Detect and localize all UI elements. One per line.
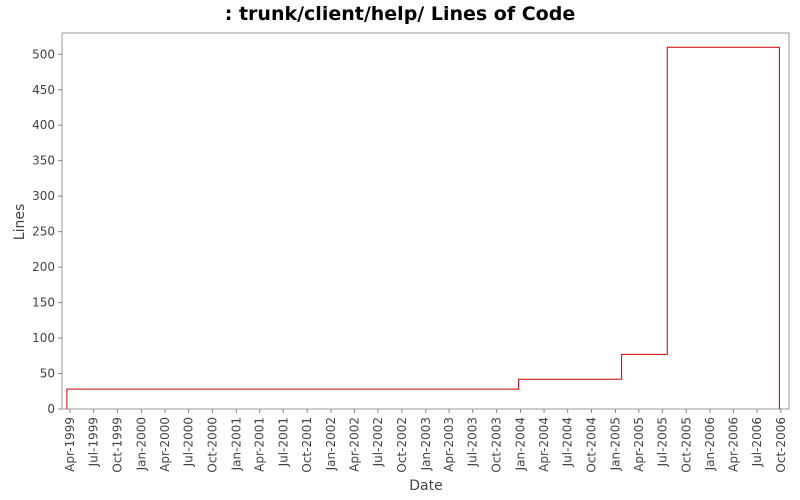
x-tick-label: Apr-2005 bbox=[632, 417, 646, 472]
x-tick-label: Apr-2006 bbox=[726, 417, 740, 472]
x-tick-label: Apr-2004 bbox=[537, 417, 551, 472]
x-tick-label: Jul-2006 bbox=[750, 417, 764, 467]
x-tick-label: Oct-2002 bbox=[395, 417, 409, 473]
x-tick-label: Jan-2000 bbox=[134, 417, 148, 471]
y-tick-label: 250 bbox=[32, 225, 55, 239]
y-tick-label: 150 bbox=[32, 296, 55, 310]
x-tick-label: Jul-2001 bbox=[276, 417, 290, 467]
x-tick-label: Oct-2003 bbox=[490, 417, 504, 473]
x-tick-label: Apr-2000 bbox=[158, 417, 172, 472]
x-tick-label: Oct-2004 bbox=[585, 417, 599, 473]
y-tick-label: 0 bbox=[47, 402, 55, 416]
x-tick-label: Oct-2005 bbox=[679, 417, 693, 473]
x-tick-label: Apr-1999 bbox=[63, 417, 77, 472]
x-tick-label: Jan-2006 bbox=[703, 417, 717, 471]
y-axis-label: Lines bbox=[12, 204, 28, 240]
x-tick-label: Apr-2003 bbox=[442, 417, 456, 472]
x-axis: Apr-1999 Jul-1999 Oct-1999 Jan-2000 Apr-2000… bbox=[63, 409, 788, 473]
y-axis: 0 50 100 150 200 250 300 350 400 450 500 bbox=[32, 47, 62, 416]
y-tick-label: 450 bbox=[32, 83, 55, 97]
x-tick-label: Jan-2004 bbox=[513, 417, 527, 471]
x-tick-label: Oct-2006 bbox=[774, 417, 788, 473]
x-axis-label: Date bbox=[409, 478, 442, 494]
x-tick-label: Jan-2005 bbox=[608, 417, 622, 471]
x-tick-label: Oct-2001 bbox=[300, 417, 314, 473]
x-tick-label: Apr-2002 bbox=[347, 417, 361, 472]
y-tick-label: 500 bbox=[32, 47, 55, 61]
x-tick-label: Jul-2005 bbox=[655, 417, 669, 467]
x-tick-label: Jan-2001 bbox=[229, 417, 243, 471]
x-tick-label: Jul-2003 bbox=[466, 417, 480, 467]
x-tick-label: Jan-2003 bbox=[419, 417, 433, 471]
y-tick-label: 400 bbox=[32, 118, 55, 132]
x-tick-label: Jul-2004 bbox=[561, 417, 575, 467]
x-tick-label: Oct-2000 bbox=[205, 417, 219, 473]
x-tick-label: Apr-2001 bbox=[253, 417, 267, 472]
series-layer bbox=[66, 46, 780, 409]
chart-title: : trunk/client/help/ Lines of Code bbox=[225, 3, 575, 25]
series-line bbox=[66, 46, 780, 409]
x-tick-label: Jan-2002 bbox=[324, 417, 338, 471]
y-tick-label: 350 bbox=[32, 154, 55, 168]
y-tick-label: 300 bbox=[32, 189, 55, 203]
y-tick-label: 50 bbox=[40, 367, 55, 381]
x-tick-label: Oct-1999 bbox=[111, 417, 125, 473]
x-tick-label: Jul-2002 bbox=[371, 417, 385, 467]
y-tick-label: 100 bbox=[32, 331, 55, 345]
x-tick-label: Jul-1999 bbox=[87, 417, 101, 467]
plot-area bbox=[61, 32, 790, 410]
y-tick-label: 200 bbox=[32, 260, 55, 274]
x-tick-label: Jul-2000 bbox=[182, 417, 196, 467]
